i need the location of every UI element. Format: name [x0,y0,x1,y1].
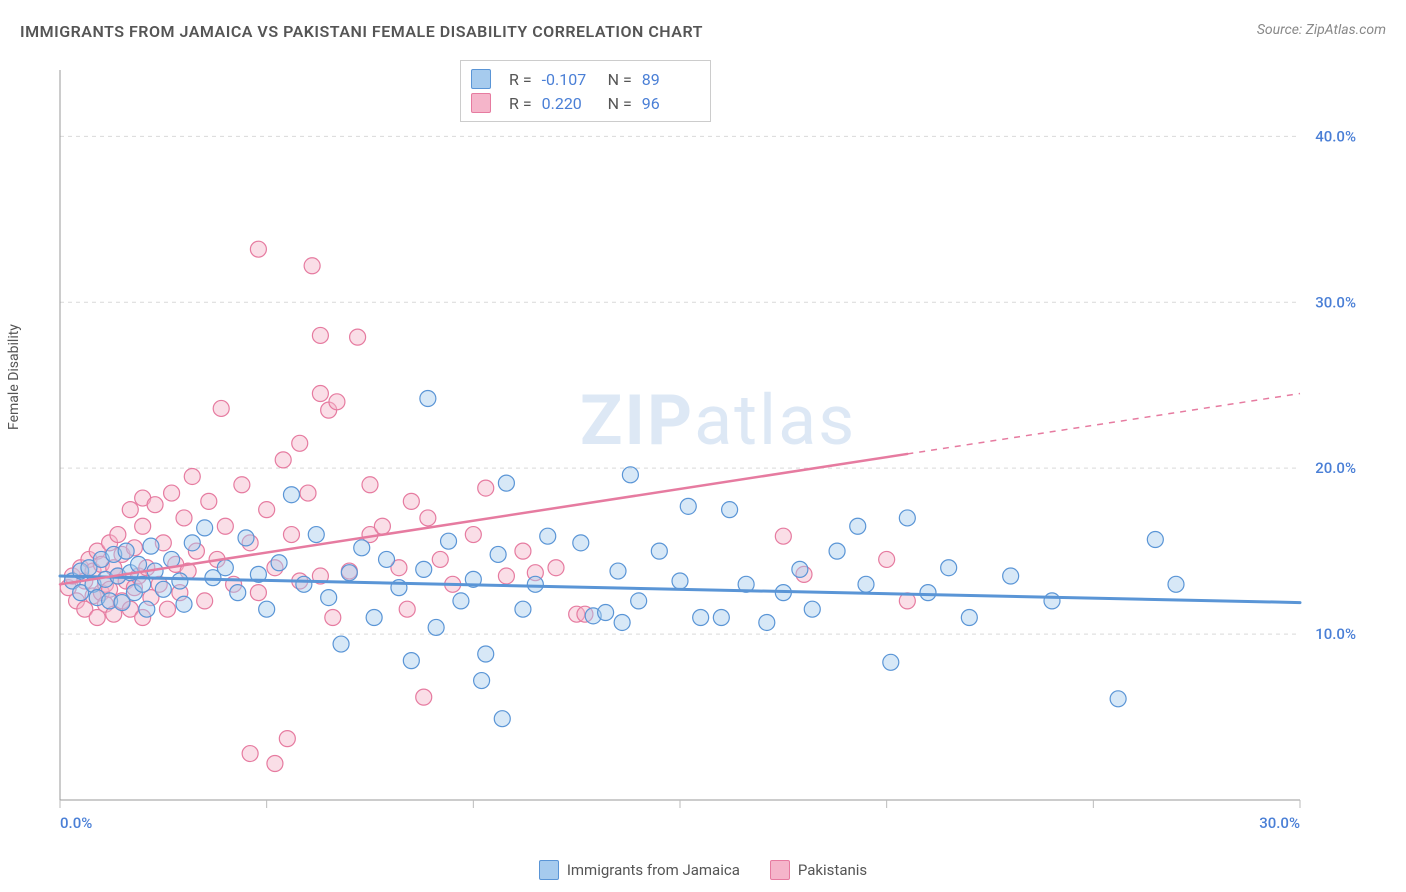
correlation-legend: R = -0.107 N = 89 R = 0.220 N = 96 [460,60,711,122]
series-legend: Immigrants from Jamaica Pakistanis [0,860,1406,880]
r-value-1: -0.107 [542,70,598,89]
svg-text:30.0%: 30.0% [1315,293,1356,311]
svg-text:30.0%: 30.0% [1259,814,1300,830]
r-label-1: R = [509,70,532,89]
r-label-2: R = [509,94,532,113]
svg-text:20.0%: 20.0% [1315,459,1356,477]
svg-text:40.0%: 40.0% [1315,127,1356,145]
legend-swatch-bottom-2 [770,860,790,880]
svg-text:10.0%: 10.0% [1315,625,1356,643]
r-value-2: 0.220 [542,94,598,113]
source-attribution: Source: ZipAtlas.com [1257,22,1386,38]
n-label-1: N = [608,70,632,89]
chart-title: IMMIGRANTS FROM JAMAICA VS PAKISTANI FEM… [20,22,703,41]
legend-row-series1: R = -0.107 N = 89 [471,67,698,91]
n-value-1: 89 [642,70,698,89]
legend-swatch-series2 [471,93,491,113]
svg-text:0.0%: 0.0% [60,814,92,830]
legend-item-series2: Pakistanis [770,860,867,880]
legend-item-series1: Immigrants from Jamaica [539,860,740,880]
y-axis-label: Female Disability [6,324,22,430]
chart-svg: 10.0% 20.0% 30.0% 40.0% 0.0% 30.0% [50,60,1370,830]
legend-label-series2: Pakistanis [798,861,867,879]
n-label-2: N = [608,94,632,113]
page-root: IMMIGRANTS FROM JAMAICA VS PAKISTANI FEM… [0,0,1406,892]
legend-swatch-bottom-1 [539,860,559,880]
legend-swatch-series1 [471,69,491,89]
legend-label-series1: Immigrants from Jamaica [567,861,740,879]
legend-row-series2: R = 0.220 N = 96 [471,91,698,115]
chart-area: 10.0% 20.0% 30.0% 40.0% 0.0% 30.0% [50,60,1370,830]
n-value-2: 96 [642,94,698,113]
